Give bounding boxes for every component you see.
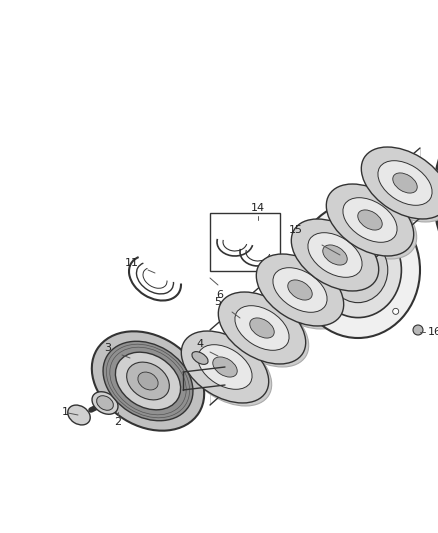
- Ellipse shape: [68, 405, 90, 425]
- Ellipse shape: [115, 352, 180, 410]
- Ellipse shape: [97, 395, 113, 410]
- Text: 6: 6: [216, 290, 223, 300]
- Ellipse shape: [259, 257, 347, 329]
- Ellipse shape: [127, 362, 170, 400]
- Ellipse shape: [103, 341, 193, 421]
- Ellipse shape: [343, 198, 397, 243]
- Circle shape: [393, 225, 399, 232]
- Ellipse shape: [221, 295, 309, 367]
- Ellipse shape: [328, 237, 388, 303]
- Text: 14: 14: [251, 203, 265, 213]
- Ellipse shape: [393, 173, 417, 193]
- Ellipse shape: [198, 345, 252, 389]
- Text: 2: 2: [114, 417, 122, 427]
- Circle shape: [413, 325, 423, 335]
- Ellipse shape: [92, 392, 118, 414]
- Ellipse shape: [256, 254, 344, 326]
- Text: 4: 4: [196, 339, 204, 349]
- Text: 16: 16: [428, 327, 438, 337]
- Circle shape: [317, 225, 323, 232]
- Ellipse shape: [326, 184, 414, 256]
- Ellipse shape: [250, 318, 274, 338]
- Ellipse shape: [323, 245, 347, 265]
- Ellipse shape: [329, 187, 417, 259]
- Ellipse shape: [378, 160, 432, 205]
- Ellipse shape: [294, 222, 381, 294]
- Text: 5: 5: [215, 297, 222, 307]
- Ellipse shape: [192, 352, 208, 365]
- Ellipse shape: [213, 357, 237, 377]
- Text: 15: 15: [289, 225, 303, 235]
- Ellipse shape: [358, 210, 382, 230]
- Ellipse shape: [361, 147, 438, 219]
- Text: 11: 11: [125, 258, 139, 268]
- Text: 1: 1: [61, 407, 68, 417]
- Ellipse shape: [235, 306, 289, 350]
- Circle shape: [393, 309, 399, 314]
- Ellipse shape: [288, 280, 312, 300]
- Ellipse shape: [434, 77, 438, 313]
- Ellipse shape: [92, 332, 204, 431]
- Bar: [210, 213, 280, 271]
- Ellipse shape: [138, 372, 158, 390]
- Ellipse shape: [364, 150, 438, 222]
- Ellipse shape: [273, 268, 327, 312]
- Ellipse shape: [291, 219, 379, 291]
- Text: 3: 3: [105, 343, 112, 353]
- Ellipse shape: [308, 233, 362, 277]
- Ellipse shape: [314, 222, 401, 318]
- Ellipse shape: [181, 331, 268, 403]
- Ellipse shape: [296, 202, 420, 338]
- Ellipse shape: [184, 334, 272, 406]
- Ellipse shape: [218, 292, 306, 364]
- Circle shape: [317, 309, 323, 314]
